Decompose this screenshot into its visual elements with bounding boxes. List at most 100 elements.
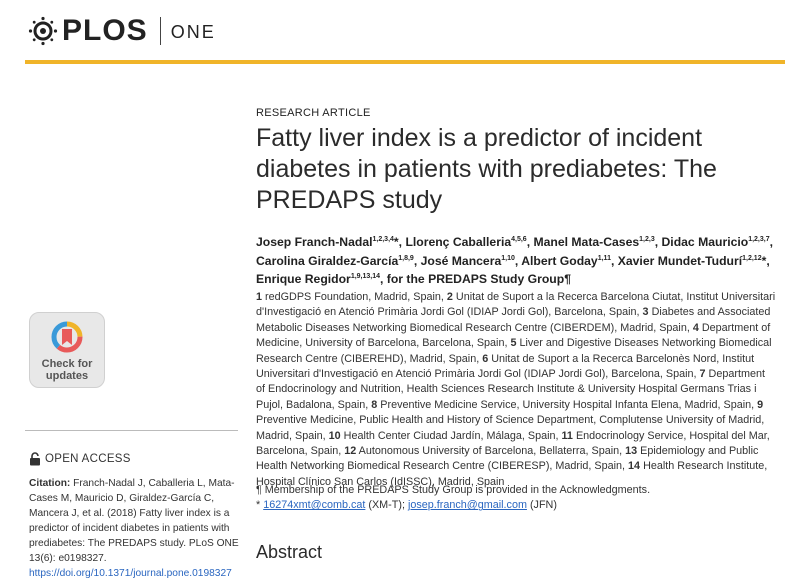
affiliation-item: 14 Health Research Institute, Hospital C…: [256, 460, 767, 487]
bookmark-ring-icon: [51, 321, 83, 353]
affiliation-list: 1 redGDPS Foundation, Madrid, Spain, 2 U…: [256, 290, 776, 490]
affiliation-text: Unitat de Suport a la Recerca Barcelonès…: [256, 352, 755, 381]
affiliation-item: 7 Department of Endocrinology and Nutrit…: [256, 368, 765, 411]
affiliation-text: Department of Medicine, University of Ba…: [256, 321, 771, 350]
citation-block: Citation: Franch-Nadal J, Caballeria L, …: [29, 476, 241, 581]
plos-one-logo[interactable]: PLOS ONE: [28, 14, 216, 48]
affiliation-text: redGDPS Foundation, Madrid, Spain,: [265, 291, 447, 303]
author-name: Manel Mata-Cases: [533, 235, 640, 249]
article-title: Fatty liver index is a predictor of inci…: [256, 124, 717, 214]
logo-divider: [159, 17, 161, 45]
affiliation-item: 6 Unitat de Suport a la Recerca Barcelon…: [256, 353, 754, 380]
open-access-label: OPEN ACCESS: [45, 453, 131, 465]
email-link-1[interactable]: 16274xmt@comb.cat: [263, 499, 366, 512]
affiliation-text: Endocrinology Service, Hospital del Mar,…: [256, 429, 770, 458]
author-separator: ,: [526, 235, 534, 249]
affiliation-item: 1 redGDPS Foundation, Madrid, Spain,: [256, 291, 447, 303]
affiliation-number: 4: [692, 321, 699, 334]
affiliation-text: Department of Endocrinology and Nutritio…: [256, 368, 765, 411]
corresponding-marker: *: [256, 499, 264, 512]
check-for-updates-line2: updates: [45, 370, 89, 382]
author-name: Llorenç Caballeria: [405, 235, 512, 249]
author-affiliation-refs: 1,2,3: [639, 236, 655, 243]
affiliation-number: 8: [371, 398, 378, 411]
open-lock-icon: [30, 452, 40, 466]
affiliation-number: 7: [699, 368, 706, 381]
affiliation-item: 4 Department of Medicine, University of …: [256, 322, 770, 349]
author-entry: José Mancera1,10,: [421, 254, 522, 268]
affiliation-number: 9: [757, 398, 764, 411]
journal-header: PLOS ONE: [0, 0, 800, 64]
abstract-heading: Abstract: [256, 542, 323, 562]
affiliation-item: 8 Preventive Medicine Service, Universit…: [371, 399, 757, 411]
doi-link[interactable]: https://doi.org/10.1371/journal.pone.019…: [29, 568, 232, 579]
author-name: Didac Mauricio: [661, 235, 749, 249]
affiliation-number: 13: [625, 445, 638, 458]
sidebar-divider: [25, 430, 238, 431]
affiliation-number: 6: [482, 352, 489, 365]
author-name: Albert Goday: [521, 253, 598, 268]
header-accent-rule: [25, 60, 785, 64]
affiliation-text: Health Research Institute, Hospital Clín…: [256, 460, 768, 488]
author-name: Enrique Regidor: [256, 272, 351, 286]
open-access-badge: OPEN ACCESS: [29, 452, 131, 466]
citation-label: Citation:: [29, 478, 71, 489]
author-separator: *,: [393, 235, 406, 249]
author-entry: Manel Mata-Cases1,2,3,: [533, 235, 661, 249]
affiliation-item: 13 Epidemiology and Public Health Networ…: [256, 445, 758, 472]
author-name: Carolina Giraldez-García: [256, 253, 399, 268]
affiliation-item: 3 Diabetes and Associated Metabolic Dise…: [256, 306, 770, 333]
author-separator: ¶: [564, 272, 571, 286]
affiliation-number: 14: [628, 460, 641, 473]
author-entry: Josep Franch-Nadal1,2,3,4*,: [256, 235, 405, 249]
affiliation-text: Preventive Medicine Service, University …: [380, 398, 758, 411]
affiliation-text: Liver and Digestive Diseases Networking …: [256, 337, 772, 365]
author-name: Josep Franch-Nadal: [256, 235, 373, 249]
author-entry: Didac Mauricio1,2,3,7,: [662, 235, 774, 249]
author-affiliation-refs: 1,10: [501, 254, 515, 262]
affiliation-number: 11: [561, 429, 573, 442]
affiliation-text: Epidemiology and Public Health Networkin…: [256, 445, 759, 473]
check-for-updates-button[interactable]: Check for updates: [29, 312, 105, 388]
notes: ¶ Membership of the PREDAPS Study Group …: [256, 483, 776, 514]
author-affiliation-refs: 1,2,3,4: [372, 236, 394, 243]
author-affiliation-refs: 1,11: [597, 254, 611, 262]
affiliation-number: 5: [510, 337, 517, 350]
affiliation-text: Health Center Ciudad Jardín, Málaga, Spa…: [343, 429, 562, 442]
author-name: Xavier Mundet-Tudurí: [617, 253, 743, 268]
author-entry: Enrique Regidor1,9,13,14,: [256, 272, 387, 286]
affiliation-number: 3: [642, 306, 649, 319]
author-affiliation-refs: 4,5,6: [511, 236, 527, 243]
affiliation-text: Autonomous University of Barcelona, Bell…: [358, 445, 626, 458]
citation-text: Franch-Nadal J, Caballeria L, Mata-Cases…: [29, 478, 239, 564]
article-type: RESEARCH ARTICLE: [256, 107, 371, 119]
membership-note: ¶ Membership of the PREDAPS Study Group …: [256, 484, 651, 496]
author-affiliation-refs: 1,8,9: [398, 254, 414, 262]
affiliation-item: 11 Endocrinology Service, Hospital del M…: [256, 430, 770, 457]
affiliation-item: 2 Unitat de Suport a la Recerca Barcelon…: [256, 291, 775, 318]
author-affiliation-refs: 1,2,12: [742, 254, 762, 262]
author-separator: ,: [514, 253, 522, 268]
author-entry: for the PREDAPS Study Group¶: [387, 272, 571, 286]
journal-name: ONE: [170, 21, 216, 42]
author-name: for the PREDAPS Study Group: [386, 272, 565, 286]
affiliation-item: 5 Liver and Digestive Diseases Networkin…: [256, 337, 772, 364]
email-note-1: (XM-T);: [365, 499, 408, 512]
corresponding-emails: * 16274xmt@comb.cat (XM-T); josep.franch…: [256, 498, 776, 513]
affiliation-item: 9 Preventive Medicine, Public Health and…: [256, 399, 764, 442]
author-separator: ,: [654, 235, 662, 249]
affiliation-number: 10: [328, 429, 341, 442]
author-affiliation-refs: 1,9,13,14: [350, 273, 381, 280]
affiliation-number: 1: [256, 291, 263, 303]
author-entry: Albert Goday1,11,: [521, 254, 618, 268]
author-separator: *,: [761, 253, 770, 268]
author-entry: Xavier Mundet-Tudurí1,2,12*,: [618, 254, 770, 268]
email-link-2[interactable]: josep.franch@gmail.com: [407, 499, 527, 512]
affiliation-text: Diabetes and Associated Metabolic Diseas…: [256, 306, 771, 334]
plos-logo-icon: [28, 16, 58, 46]
email-note-2: (JFN): [526, 499, 557, 512]
author-name: José Mancera: [420, 253, 502, 268]
author-affiliation-refs: 1,2,3,7: [748, 236, 770, 243]
author-separator: ,: [769, 235, 773, 249]
brand-name: PLOS: [62, 14, 148, 47]
